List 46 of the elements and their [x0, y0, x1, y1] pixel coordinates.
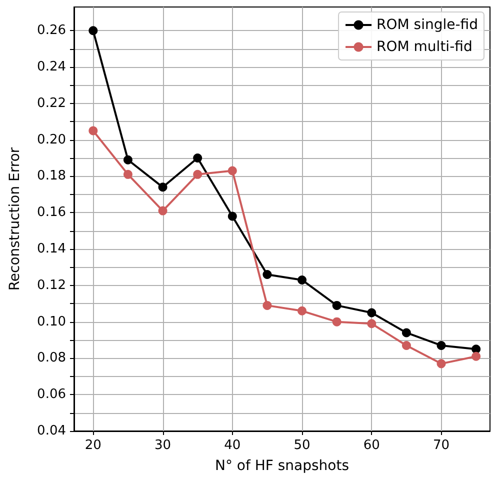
point [158, 206, 168, 216]
point [228, 212, 237, 221]
point [123, 170, 132, 179]
y-tick-label: 0.16 [37, 205, 66, 220]
x-tick-label: 30 [154, 438, 172, 453]
point [123, 155, 132, 164]
legend-label: ROM single-fid [376, 17, 478, 33]
point [472, 344, 481, 354]
point [436, 340, 446, 350]
point [262, 270, 272, 279]
x-tick-label: 20 [84, 438, 102, 453]
y-tick-label: 0.26 [37, 23, 66, 38]
point [332, 317, 342, 326]
y-tick-label: 0.10 [37, 314, 66, 330]
x-tick-label: 70 [432, 438, 450, 453]
point [298, 275, 307, 284]
y-tick-label: 0.22 [37, 96, 66, 111]
point [193, 154, 202, 163]
y-tick-label: 0.24 [37, 60, 66, 75]
y-tick-label: 0.20 [37, 132, 66, 148]
y-tick-label: 0.18 [37, 168, 66, 184]
point [436, 359, 446, 368]
point [367, 308, 376, 318]
x-tick-label: 40 [224, 438, 241, 453]
point [402, 340, 411, 350]
point [262, 300, 272, 310]
y-tick-label: 0.06 [37, 387, 66, 402]
point [228, 166, 237, 176]
point [158, 182, 168, 192]
x-axis-title: N° of HF snapshots [214, 458, 350, 474]
y-axis-title: Reconstruction Error [7, 147, 23, 291]
y-tick-label: 0.14 [37, 242, 66, 257]
legend-label: ROM multi-fid [376, 39, 472, 55]
point [332, 300, 342, 310]
y-tick-label: 0.08 [37, 350, 66, 366]
point [472, 352, 481, 361]
x-tick-label: 60 [363, 438, 380, 453]
point [193, 170, 202, 179]
point [298, 306, 307, 316]
point [88, 126, 98, 136]
point [88, 26, 98, 36]
x-tick-label: 50 [294, 438, 310, 453]
y-tick-label: 0.04 [37, 424, 66, 438]
point [367, 319, 376, 328]
y-tick-label: 0.12 [37, 278, 66, 293]
point [402, 328, 411, 338]
